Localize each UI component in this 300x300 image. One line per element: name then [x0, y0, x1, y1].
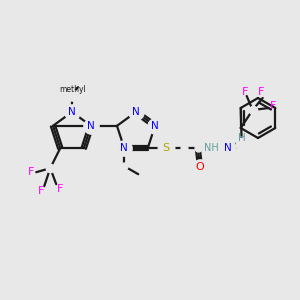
Text: N: N	[132, 107, 140, 117]
Text: N: N	[151, 121, 159, 131]
Text: F: F	[57, 184, 63, 194]
Text: F: F	[242, 87, 248, 97]
Text: F: F	[269, 101, 276, 111]
Text: S: S	[162, 143, 169, 153]
Text: O: O	[195, 162, 204, 172]
Text: N: N	[224, 143, 232, 153]
Text: H: H	[238, 133, 246, 143]
Text: NH: NH	[204, 143, 219, 153]
Text: F: F	[38, 186, 44, 196]
Text: N: N	[87, 121, 95, 131]
Text: F: F	[257, 87, 264, 97]
Text: F: F	[28, 167, 34, 177]
Text: methyl: methyl	[60, 85, 86, 94]
Text: N: N	[120, 143, 128, 153]
Text: N: N	[68, 107, 76, 117]
